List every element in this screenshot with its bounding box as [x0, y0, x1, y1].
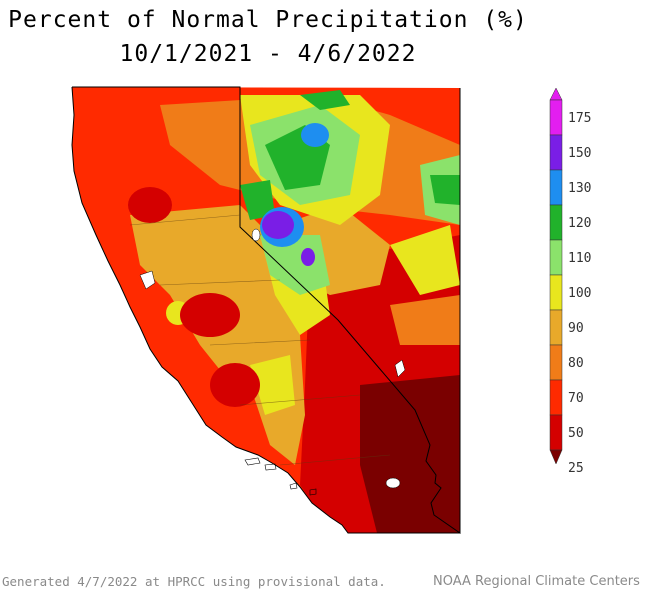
precipitation-field: [72, 87, 460, 533]
legend-swatch: [549, 379, 563, 416]
legend-swatch: [549, 309, 563, 346]
map-date-range: 10/1/2021 - 4/6/2022: [119, 41, 417, 67]
color-legend: 175 150 130 120 110 100 90 80 70 50 25: [549, 88, 591, 476]
legend-tick-label: 100: [568, 286, 591, 301]
salton-sea: [385, 477, 401, 489]
legend-swatch: [549, 274, 563, 311]
map-title: Percent of Normal Precipitation (%): [8, 7, 528, 33]
san-francisco-bay: [139, 270, 156, 290]
legend-tick-label: 150: [568, 146, 591, 161]
legend-tick-label: 90: [568, 321, 584, 336]
legend-tick-label: 175: [568, 111, 591, 126]
precipitation-map: [71, 86, 461, 534]
legend-arrow-top: [549, 88, 563, 101]
california-coastline: [71, 86, 460, 534]
legend-tick-label: 25: [568, 461, 584, 476]
legend-swatch: [549, 99, 563, 136]
legend-swatch: [549, 344, 563, 381]
generation-note: Generated 4/7/2022 at HPRCC using provis…: [2, 574, 386, 589]
nevada-border: [72, 86, 461, 534]
legend-tick-label: 110: [568, 251, 591, 266]
legend-swatch: [549, 169, 563, 206]
legend-tick-label: 50: [568, 426, 584, 441]
legend-swatch: [549, 134, 563, 171]
legend-tick-label: 70: [568, 391, 584, 406]
legend-arrow-bottom: [549, 449, 563, 465]
legend-swatch: [549, 204, 563, 241]
county-lines: [129, 214, 391, 466]
legend-swatch: [549, 414, 563, 451]
legend-swatch: [549, 239, 563, 276]
legend-tick-label: 120: [568, 216, 591, 231]
source-credit: NOAA Regional Climate Centers: [433, 574, 640, 589]
legend-tick-label: 80: [568, 356, 584, 371]
legend-tick-label: 130: [568, 181, 591, 196]
lake-tahoe: [251, 228, 261, 242]
channel-islands: [244, 457, 317, 496]
lake-mead: [394, 359, 406, 378]
